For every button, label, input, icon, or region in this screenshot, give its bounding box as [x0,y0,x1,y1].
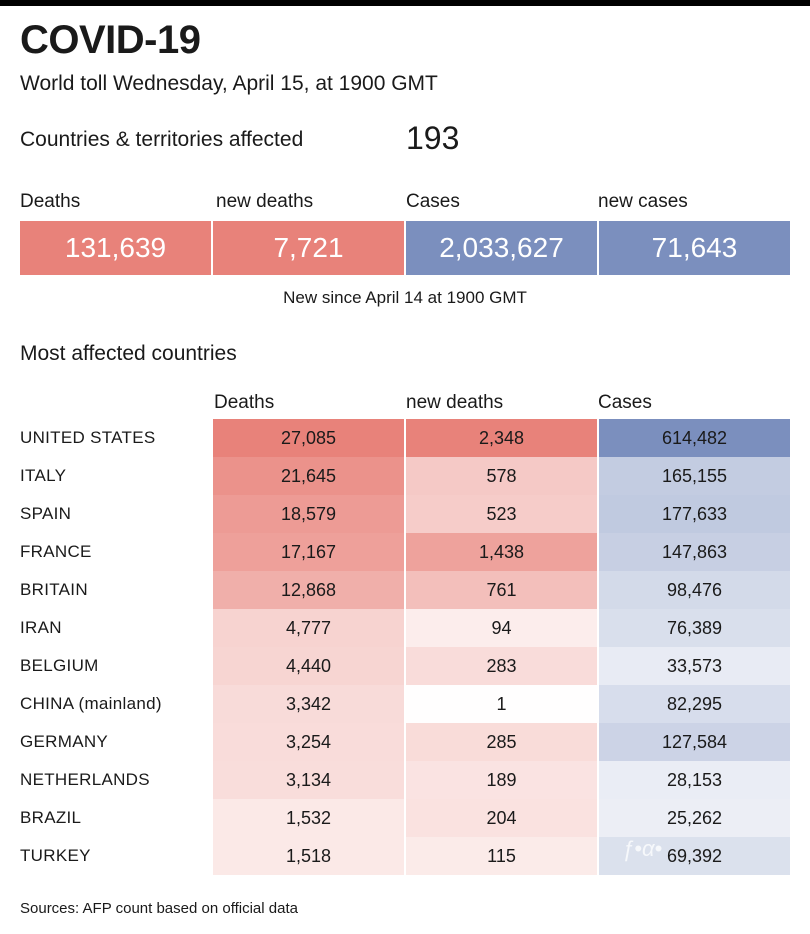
cases-cell: 69,392 [599,837,790,875]
deaths-cell: 4,777 [213,609,404,647]
table-row: BELGIUM 4,440 283 33,573 [0,647,810,685]
deaths-cell: 18,579 [213,495,404,533]
new-deaths-cell: 189 [406,761,597,799]
deaths-cell: 1,518 [213,837,404,875]
table-row: BRAZIL 1,532 204 25,262 [0,799,810,837]
cases-cell: 614,482 [599,419,790,457]
summary-new-cases-label: new cases [598,191,688,212]
deaths-cell: 21,645 [213,457,404,495]
cases-cell: 28,153 [599,761,790,799]
column-header-deaths: Deaths [214,392,275,413]
summary-note: New since April 14 at 1900 GMT [283,288,527,307]
cases-cell: 127,584 [599,723,790,761]
cases-cell: 98,476 [599,571,790,609]
affected-label: Countries & territories affected [20,128,304,151]
country-name: BRAZIL [20,808,82,827]
table-row: NETHERLANDS 3,134 189 28,153 [0,761,810,799]
column-header-cases: Cases [598,392,652,413]
deaths-cell: 3,254 [213,723,404,761]
cases-cell: 177,633 [599,495,790,533]
new-deaths-cell: 578 [406,457,597,495]
cases-cell: 33,573 [599,647,790,685]
cases-cell: 76,389 [599,609,790,647]
table-row: ITALY 21,645 578 165,155 [0,457,810,495]
summary-new-cases-value: 71,643 [599,221,790,275]
cases-cell: 82,295 [599,685,790,723]
cases-cell: 25,262 [599,799,790,837]
summary-deaths-value: 131,639 [20,221,211,275]
country-name: GERMANY [20,732,109,751]
country-name: TURKEY [20,846,91,865]
page-title: COVID-19 [20,18,201,62]
table-row: UNITED STATES 27,085 2,348 614,482 [0,419,810,457]
country-name: CHINA (mainland) [20,694,162,713]
page-subtitle: World toll Wednesday, April 15, at 1900 … [20,72,438,95]
table-row: IRAN 4,777 94 76,389 [0,609,810,647]
country-name: FRANCE [20,542,92,561]
affected-value: 193 [406,120,460,156]
new-deaths-cell: 761 [406,571,597,609]
deaths-cell: 27,085 [213,419,404,457]
summary-deaths-label: Deaths [20,191,81,212]
new-deaths-cell: 1 [406,685,597,723]
summary-cases-value: 2,033,627 [406,221,597,275]
summary-new-deaths-label: new deaths [216,191,314,212]
new-deaths-cell: 115 [406,837,597,875]
new-deaths-cell: 2,348 [406,419,597,457]
source-note: Sources: AFP count based on official dat… [20,900,298,917]
new-deaths-cell: 523 [406,495,597,533]
table-row: FRANCE 17,167 1,438 147,863 [0,533,810,571]
country-name: BELGIUM [20,656,99,675]
deaths-cell: 4,440 [213,647,404,685]
deaths-cell: 3,134 [213,761,404,799]
table-row: TURKEY 1,518 115 69,392 [0,837,810,875]
table-title: Most affected countries [20,342,237,365]
country-name: UNITED STATES [20,428,156,447]
watermark-logo: ƒ•α• [622,836,663,861]
deaths-cell: 17,167 [213,533,404,571]
new-deaths-cell: 204 [406,799,597,837]
cases-cell: 147,863 [599,533,790,571]
country-name: SPAIN [20,504,72,523]
summary-cases-label: Cases [406,191,460,212]
table-row: SPAIN 18,579 523 177,633 [0,495,810,533]
new-deaths-cell: 94 [406,609,597,647]
summary-new-deaths-value: 7,721 [213,221,404,275]
country-name: IRAN [20,618,62,637]
country-name: NETHERLANDS [20,770,150,789]
table-row: GERMANY 3,254 285 127,584 [0,723,810,761]
new-deaths-cell: 1,438 [406,533,597,571]
deaths-cell: 1,532 [213,799,404,837]
new-deaths-cell: 283 [406,647,597,685]
deaths-cell: 3,342 [213,685,404,723]
top-rule [0,0,810,6]
country-name: BRITAIN [20,580,88,599]
column-header-new-deaths: new deaths [406,392,504,413]
new-deaths-cell: 285 [406,723,597,761]
deaths-cell: 12,868 [213,571,404,609]
cases-cell: 165,155 [599,457,790,495]
table-row: CHINA (mainland) 3,342 1 82,295 [0,685,810,723]
country-name: ITALY [20,466,67,485]
table-row: BRITAIN 12,868 761 98,476 [0,571,810,609]
